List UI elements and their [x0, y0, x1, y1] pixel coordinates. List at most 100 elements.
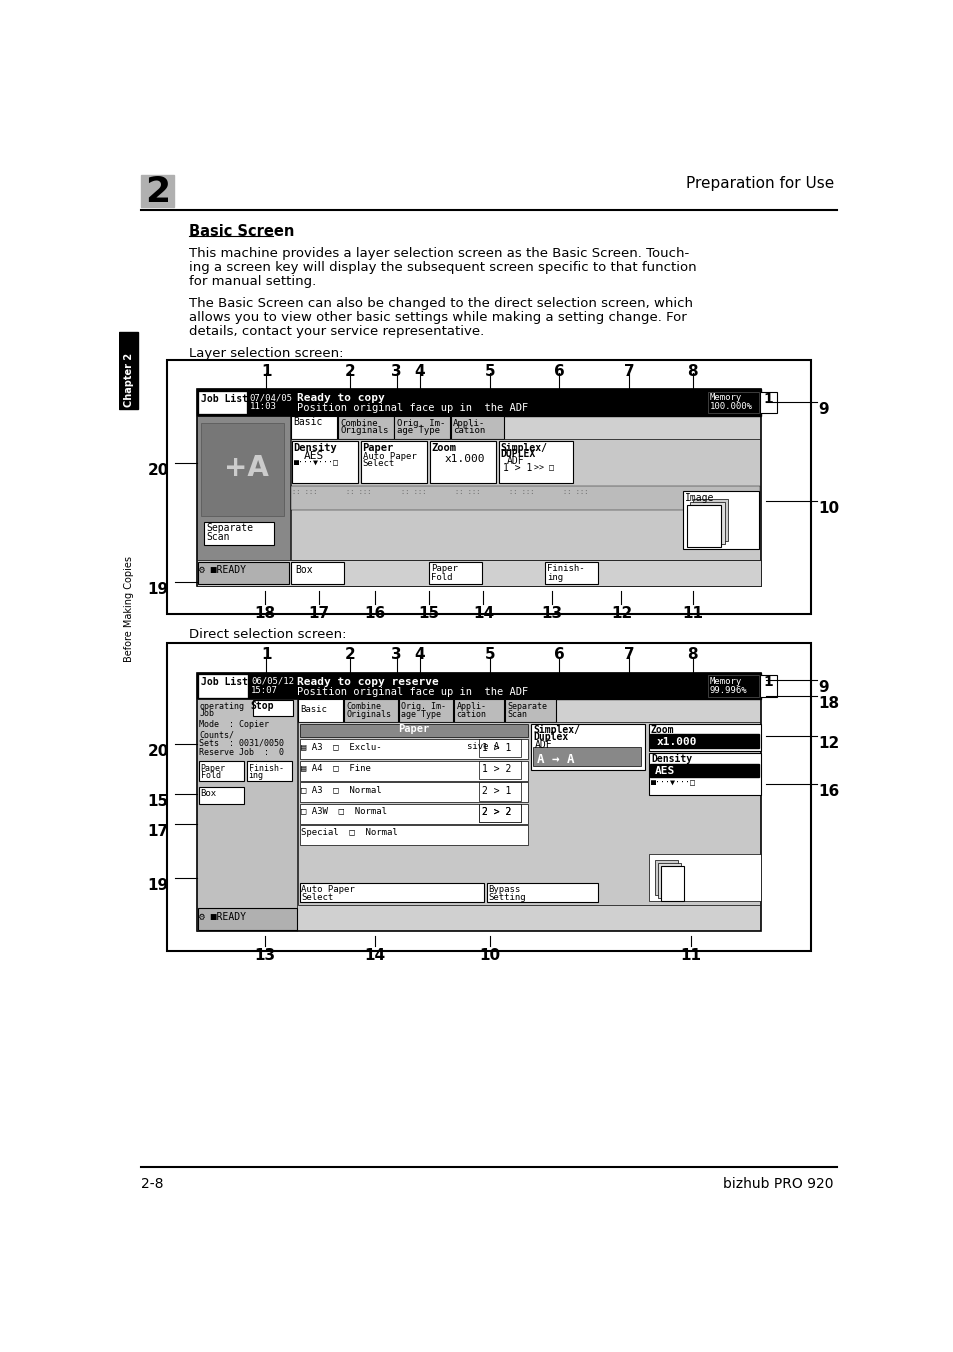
Text: 13: 13: [540, 606, 561, 621]
Text: DUPLEX: DUPLEX: [500, 449, 536, 460]
Text: 5: 5: [484, 648, 495, 662]
Text: AES: AES: [303, 452, 324, 461]
Bar: [291, 438, 760, 560]
Text: The Basic Screen can also be changed to the direct selection screen, which: The Basic Screen can also be changed to …: [189, 297, 692, 310]
Text: AES: AES: [654, 767, 675, 776]
Text: 15: 15: [418, 606, 439, 621]
Bar: [196, 389, 760, 585]
Text: Finish-: Finish-: [546, 564, 584, 573]
Text: 2: 2: [344, 364, 355, 379]
Text: 8: 8: [687, 364, 698, 379]
Bar: [454, 699, 504, 722]
Bar: [707, 675, 759, 696]
Bar: [682, 491, 758, 549]
Bar: [760, 392, 777, 414]
Text: Ready to copy reserve: Ready to copy reserve: [297, 676, 438, 687]
Bar: [196, 699, 297, 930]
Bar: [658, 863, 680, 898]
Bar: [199, 675, 247, 696]
Bar: [196, 673, 760, 699]
Text: Select: Select: [362, 460, 395, 468]
Text: 20: 20: [148, 462, 169, 477]
Text: Density: Density: [650, 754, 691, 764]
Text: 2 > 1: 2 > 1: [481, 786, 511, 796]
Bar: [398, 699, 453, 722]
Bar: [196, 415, 290, 585]
Text: Basic: Basic: [300, 706, 327, 714]
Text: ⚙ ■READY: ⚙ ■READY: [199, 565, 246, 575]
Bar: [299, 723, 528, 737]
Text: 2 > 2: 2 > 2: [481, 807, 511, 818]
Text: Before Making Copies: Before Making Copies: [124, 556, 133, 662]
Bar: [291, 562, 344, 584]
Bar: [478, 781, 521, 800]
Bar: [533, 748, 640, 767]
Text: 6: 6: [554, 648, 564, 662]
Text: 20: 20: [148, 744, 169, 758]
Text: 14: 14: [364, 948, 385, 963]
Text: Duplex: Duplex: [533, 731, 568, 742]
Text: Combine: Combine: [346, 702, 381, 711]
Bar: [451, 415, 503, 438]
Text: 2-8: 2-8: [141, 1178, 163, 1191]
Bar: [760, 675, 777, 696]
Text: 12: 12: [818, 735, 839, 750]
Text: 9: 9: [818, 403, 828, 418]
Bar: [429, 562, 481, 584]
Text: Job List: Job List: [200, 393, 248, 404]
Text: 7: 7: [623, 364, 634, 379]
Bar: [291, 415, 336, 438]
Text: Sets  : 0031/0050: Sets : 0031/0050: [199, 738, 284, 748]
Text: Special  □  Normal: Special □ Normal: [301, 829, 397, 837]
Text: Memory: Memory: [709, 676, 741, 685]
Text: sive A: sive A: [467, 742, 499, 752]
Text: Memory: Memory: [709, 393, 741, 403]
Text: 11: 11: [680, 948, 701, 963]
Text: details, contact your service representative.: details, contact your service representa…: [189, 324, 484, 338]
Text: 7: 7: [623, 648, 634, 662]
Text: 8: 8: [687, 648, 698, 662]
Text: 19: 19: [148, 879, 169, 894]
Bar: [545, 562, 598, 584]
Text: 3: 3: [391, 648, 401, 662]
Text: 15:07: 15:07: [251, 685, 277, 695]
Bar: [196, 673, 760, 930]
Bar: [649, 764, 758, 777]
Text: >> □: >> □: [534, 464, 554, 472]
Bar: [478, 803, 521, 822]
Text: Auto Paper: Auto Paper: [362, 452, 416, 461]
Bar: [660, 867, 683, 900]
Text: 5: 5: [484, 364, 495, 379]
Text: cation: cation: [453, 426, 485, 435]
Text: Appli-: Appli-: [456, 702, 486, 711]
Text: 1 > 1: 1 > 1: [502, 464, 532, 473]
Text: 9: 9: [818, 680, 828, 695]
Bar: [478, 761, 521, 779]
Text: Orig. Im-: Orig. Im-: [401, 702, 446, 711]
Bar: [199, 761, 244, 780]
Text: age Type: age Type: [396, 426, 439, 435]
Text: Orig. Im-: Orig. Im-: [396, 419, 445, 427]
Bar: [291, 487, 760, 510]
Text: 07/04/05: 07/04/05: [249, 393, 293, 403]
Text: Box: Box: [294, 565, 313, 575]
Text: ⚙ ■READY: ⚙ ■READY: [199, 913, 246, 922]
Text: ▤ A4  □  Fine: ▤ A4 □ Fine: [301, 764, 371, 772]
Text: ing: ing: [249, 771, 263, 780]
Text: Image: Image: [684, 492, 714, 503]
Bar: [478, 740, 521, 757]
Bar: [167, 360, 810, 614]
Text: Job List: Job List: [200, 677, 248, 687]
Text: Preparation for Use: Preparation for Use: [685, 176, 833, 191]
Text: Combine: Combine: [340, 419, 377, 427]
Bar: [344, 699, 397, 722]
Bar: [200, 423, 284, 515]
Text: Mode  : Copier: Mode : Copier: [199, 721, 269, 730]
Text: ▤ A3  □  Exclu-: ▤ A3 □ Exclu-: [301, 742, 381, 752]
Bar: [648, 854, 760, 900]
Bar: [498, 441, 572, 483]
Bar: [689, 502, 723, 544]
Bar: [692, 499, 727, 541]
Text: 10: 10: [478, 948, 499, 963]
Text: +A: +A: [224, 454, 269, 483]
